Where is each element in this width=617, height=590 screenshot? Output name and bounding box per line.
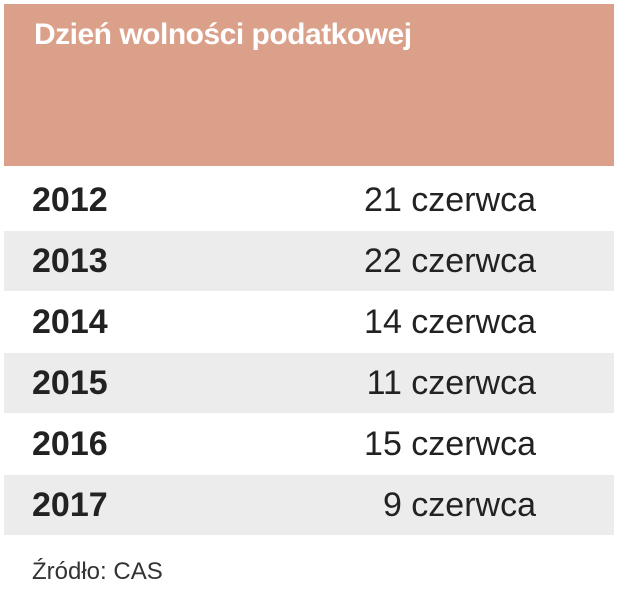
- title: Dzień wolności podatkowej: [34, 18, 412, 51]
- table-row: 2015 11 czerwca: [4, 353, 614, 413]
- date-cell: 15 czerwca: [364, 424, 536, 463]
- table-row: 2016 15 czerwca: [4, 414, 614, 474]
- table-row: 2017 9 czerwca: [4, 475, 614, 535]
- date-cell: 22 czerwca: [364, 241, 536, 280]
- header: Dzień wolności podatkowej: [4, 4, 614, 166]
- date-cell: 14 czerwca: [364, 302, 536, 341]
- table-row: 2014 14 czerwca: [4, 292, 614, 352]
- year-cell: 2012: [32, 180, 108, 219]
- source: Źródło: CAS: [32, 558, 163, 585]
- table-row: 2012 21 czerwca: [4, 170, 614, 230]
- year-cell: 2013: [32, 241, 108, 280]
- table-row: 2013 22 czerwca: [4, 231, 614, 291]
- date-cell: 21 czerwca: [364, 180, 536, 219]
- year-cell: 2015: [32, 363, 108, 402]
- year-cell: 2014: [32, 302, 108, 341]
- date-cell: 11 czerwca: [366, 363, 536, 402]
- date-cell: 9 czerwca: [382, 485, 536, 524]
- year-cell: 2017: [32, 485, 108, 524]
- year-cell: 2016: [32, 424, 108, 463]
